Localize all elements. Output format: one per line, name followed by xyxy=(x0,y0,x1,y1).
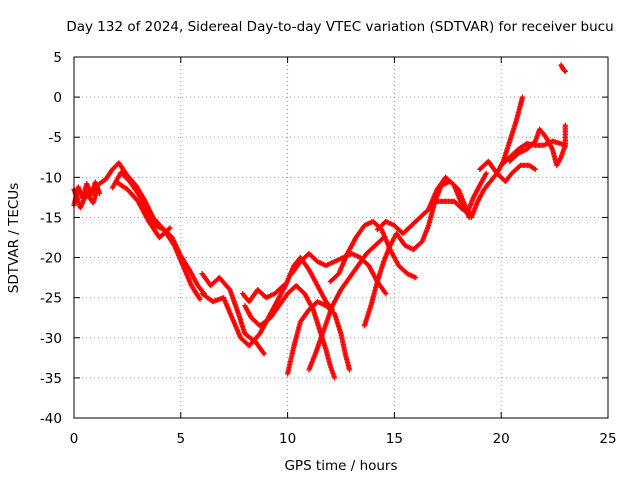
data-point xyxy=(519,94,526,100)
data-point xyxy=(433,199,439,206)
data-point xyxy=(94,185,101,191)
data-point xyxy=(483,170,489,176)
y-tick-label: -20 xyxy=(40,251,62,267)
data-point xyxy=(532,166,538,172)
data-point xyxy=(167,225,173,231)
y-tick-label: 0 xyxy=(53,90,62,106)
data-point xyxy=(346,367,353,373)
chart-title: Day 132 of 2024, Sidereal Day-to-day VTE… xyxy=(66,19,613,35)
x-axis: 0 5 10 15 20 25 xyxy=(70,57,617,447)
grid xyxy=(74,57,608,418)
y-tick-label: -5 xyxy=(49,130,62,146)
data-point xyxy=(562,68,568,75)
x-tick-label: 25 xyxy=(599,431,616,447)
x-tick-label: 20 xyxy=(493,431,510,447)
y-axis: 5 0 -5 -10 -15 -20 -25 -30 -35 -40 xyxy=(40,50,608,427)
x-axis-label: GPS time / hours xyxy=(284,458,397,474)
data-point xyxy=(279,284,285,290)
y-axis-label: SDTVAR / TECUs xyxy=(6,183,22,293)
y-tick-label: -30 xyxy=(40,331,62,347)
data-points xyxy=(71,62,568,381)
data-point xyxy=(261,351,267,357)
data-point xyxy=(280,283,286,289)
x-tick-label: 5 xyxy=(177,431,186,447)
y-tick-label: -15 xyxy=(40,210,62,226)
data-point xyxy=(562,122,568,128)
y-tick-label: -35 xyxy=(40,371,62,387)
data-point xyxy=(383,291,389,297)
y-tick-label: -40 xyxy=(40,411,62,427)
y-tick-label: -25 xyxy=(40,291,62,307)
x-tick-label: 15 xyxy=(386,431,403,447)
data-point xyxy=(413,275,419,281)
data-point xyxy=(197,296,203,302)
y-tick-label: -10 xyxy=(40,170,62,186)
y-tick-label: 5 xyxy=(53,50,62,66)
plot-frame xyxy=(73,56,609,419)
data-point xyxy=(331,375,338,381)
x-tick-label: 0 xyxy=(70,431,79,447)
x-tick-label: 10 xyxy=(279,431,296,447)
data-point xyxy=(561,68,568,74)
data-point xyxy=(516,163,522,169)
